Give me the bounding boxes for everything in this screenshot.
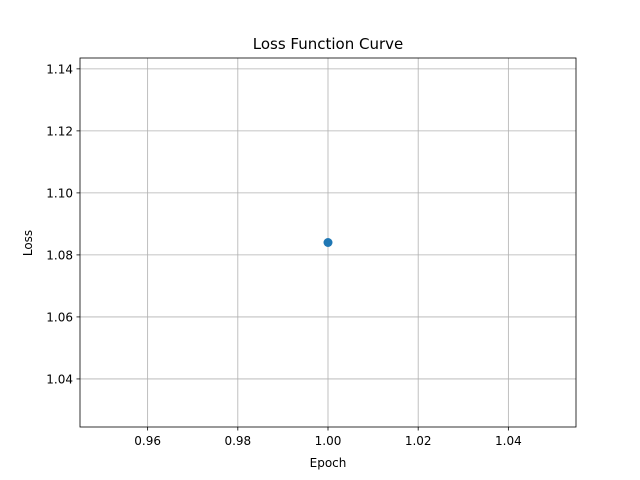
x-tick-label: 0.98 xyxy=(224,434,251,448)
x-tick-label: 0.96 xyxy=(134,434,161,448)
x-tick-label: 1.04 xyxy=(495,434,522,448)
y-axis-ticks: 1.04 1.06 1.08 1.10 1.12 1.14 xyxy=(46,62,80,386)
chart-title: Loss Function Curve xyxy=(253,35,404,53)
data-points xyxy=(323,238,333,247)
y-tick-label: 1.10 xyxy=(46,186,73,200)
data-point xyxy=(323,238,333,247)
x-axis-ticks: 0.96 0.98 1.00 1.02 1.04 xyxy=(134,427,522,448)
x-axis-title: Epoch xyxy=(310,456,347,470)
grid-lines xyxy=(80,58,576,427)
y-tick-label: 1.08 xyxy=(46,248,73,262)
y-axis-title: Loss xyxy=(21,230,35,256)
y-tick-label: 1.12 xyxy=(46,124,73,138)
y-tick-label: 1.04 xyxy=(46,372,73,386)
y-tick-label: 1.06 xyxy=(46,310,73,324)
x-tick-label: 1.00 xyxy=(315,434,342,448)
x-tick-label: 1.02 xyxy=(405,434,432,448)
y-tick-label: 1.14 xyxy=(46,62,73,76)
